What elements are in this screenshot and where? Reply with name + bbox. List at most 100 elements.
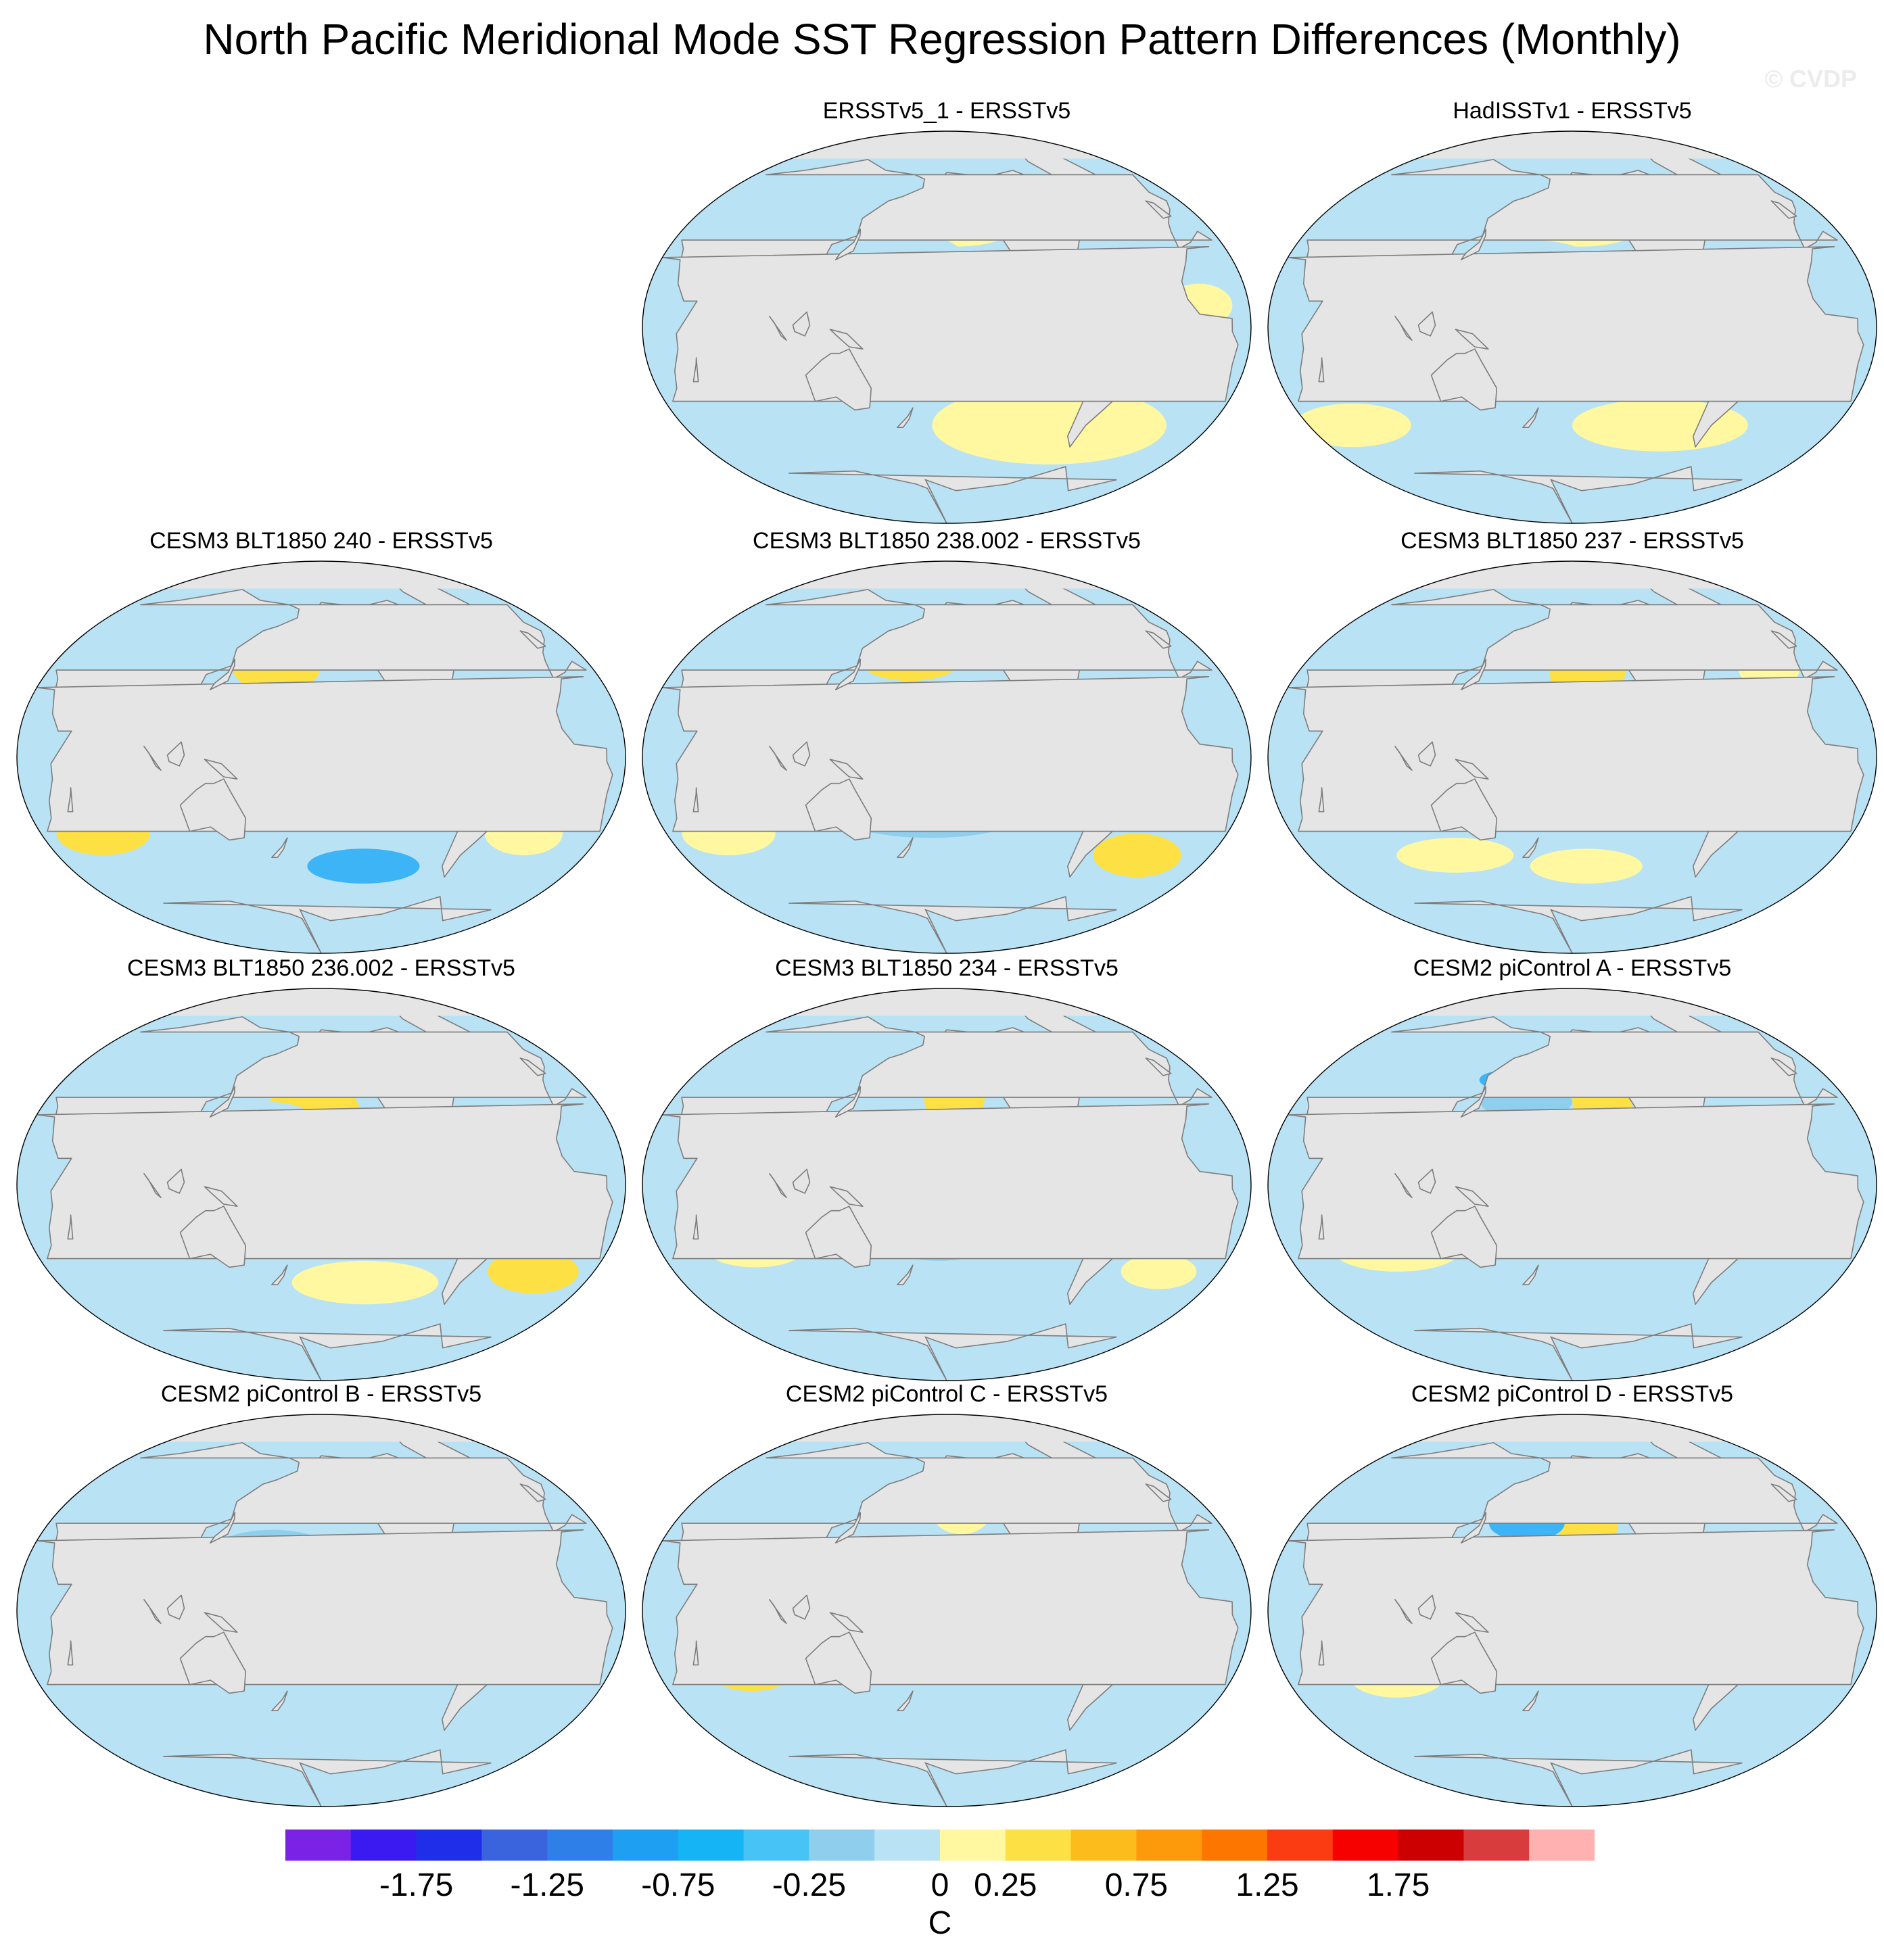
land-uk <box>1145 630 1172 649</box>
map-content <box>17 988 626 1381</box>
land-indonesia-2 <box>1417 1594 1436 1620</box>
land-africa <box>36 1529 613 1686</box>
land-africa <box>1287 1103 1864 1260</box>
land-japan <box>209 659 236 690</box>
panel-title: ERSSTv5_1 - ERSSTv5 <box>822 98 1071 124</box>
land-uk <box>1145 200 1172 219</box>
land-madagascar <box>692 1640 699 1666</box>
land-indonesia-2 <box>792 1168 811 1194</box>
colorbar-swatch <box>285 1830 352 1861</box>
land-madagascar <box>1318 357 1325 383</box>
land-indonesia-1 <box>143 1173 162 1199</box>
map-panel: CESM2 piControl A - ERSSTv5 <box>1265 953 1880 1386</box>
copyright-watermark: © CVDP <box>1764 65 1857 93</box>
arctic-mask <box>1268 1414 1877 1442</box>
land-japan <box>1460 659 1487 690</box>
map-border <box>1267 988 1877 1381</box>
colorbar-swatch <box>1202 1830 1268 1861</box>
map-panel: CESM2 piControl D - ERSSTv5 <box>1265 1379 1880 1812</box>
land-japan <box>1460 229 1487 260</box>
land-new-zealand <box>897 1690 914 1711</box>
land-indonesia-2 <box>1417 741 1436 767</box>
map-content <box>642 561 1251 953</box>
panel-title: CESM3 BLT1850 237 - ERSSTv5 <box>1400 528 1744 554</box>
colorbar-swatch <box>1398 1830 1464 1861</box>
map-svg <box>16 988 626 1381</box>
map-panel: HadISSTv1 - ERSSTv5 <box>1265 96 1880 529</box>
land-new-zealand <box>897 837 914 858</box>
map-svg <box>16 560 626 954</box>
land-madagascar <box>67 1214 74 1240</box>
map-border <box>1267 130 1877 524</box>
land-indonesia-1 <box>769 1173 787 1199</box>
land-new-guinea <box>204 1186 238 1207</box>
land-antarctica <box>163 896 492 953</box>
map-svg <box>16 1414 626 1807</box>
panel-title: HadISSTv1 - ERSSTv5 <box>1453 98 1692 124</box>
map-border <box>1267 560 1877 954</box>
colorbar-swatch <box>350 1830 417 1861</box>
colorbar-swatch <box>1463 1830 1530 1861</box>
map-panel: CESM3 BLT1850 236.002 - ERSSTv5 <box>14 953 629 1386</box>
land-japan <box>1460 1086 1487 1118</box>
land-japan <box>834 229 862 260</box>
land-australia <box>179 1631 247 1694</box>
land-antarctica <box>1414 466 1743 523</box>
land-new-guinea <box>829 759 864 780</box>
land-new-guinea <box>1455 759 1489 780</box>
map-svg <box>642 1414 1252 1807</box>
colorbar-swatch <box>547 1830 613 1861</box>
colorbar-tick-label: -1.75 <box>379 1867 453 1903</box>
arctic-mask <box>642 988 1251 1016</box>
arctic-mask <box>1268 561 1877 589</box>
colorbar: -1.75 -1.25 -0.75 -0.25 0 0.25 0.75 1.25 1.75 C <box>285 1830 1595 1957</box>
colorbar-tick-label: -0.75 <box>641 1867 715 1903</box>
map-border <box>16 560 626 954</box>
land-indonesia-1 <box>143 1599 162 1625</box>
land-indonesia-2 <box>166 741 185 767</box>
land-indonesia-1 <box>143 746 162 771</box>
land-new-zealand <box>271 1264 288 1285</box>
land-uk <box>1770 1057 1797 1076</box>
land-uk <box>1770 630 1797 649</box>
land-indonesia-2 <box>1417 1168 1436 1194</box>
land-indonesia-1 <box>769 1599 787 1625</box>
land-africa <box>1287 246 1864 402</box>
colorbar-tick-label: -1.25 <box>510 1867 584 1903</box>
land-australia <box>1430 778 1498 841</box>
land-japan <box>209 1512 236 1544</box>
land-new-guinea <box>1455 329 1489 350</box>
land-uk <box>1145 1057 1172 1076</box>
land-antarctica <box>1414 896 1743 953</box>
arctic-mask <box>1268 988 1877 1016</box>
arctic-mask <box>642 131 1251 159</box>
map-svg <box>1267 130 1877 524</box>
land-indonesia-2 <box>792 741 811 767</box>
arctic-mask <box>1268 131 1877 159</box>
land-new-zealand <box>1522 407 1539 428</box>
colorbar-swatch <box>809 1830 875 1861</box>
colorbar-swatch <box>1070 1830 1137 1861</box>
land-antarctica <box>163 1749 492 1807</box>
land-australia <box>179 1205 247 1268</box>
map-svg <box>642 988 1252 1381</box>
land-uk <box>1770 200 1797 219</box>
land-antarctica <box>163 1323 492 1381</box>
land-new-zealand <box>271 1690 288 1711</box>
colorbar-units: C <box>928 1905 952 1941</box>
map-content <box>1268 561 1877 953</box>
panel-title: CESM2 piControl C - ERSSTv5 <box>785 1381 1108 1407</box>
colorbar-swatch <box>613 1830 679 1861</box>
land-africa <box>36 1103 613 1260</box>
land-new-zealand <box>897 407 914 428</box>
land-japan <box>834 1512 862 1544</box>
map-svg <box>1267 560 1877 954</box>
sst-anomaly-patch <box>291 1260 439 1305</box>
colorbar-tick-label: 1.25 <box>1235 1867 1298 1903</box>
map-border <box>1267 1414 1877 1807</box>
land-australia <box>1430 348 1498 411</box>
land-japan <box>209 1086 236 1118</box>
land-uk <box>519 630 546 649</box>
land-antarctica <box>1414 1323 1743 1381</box>
colorbar-swatch <box>678 1830 745 1861</box>
